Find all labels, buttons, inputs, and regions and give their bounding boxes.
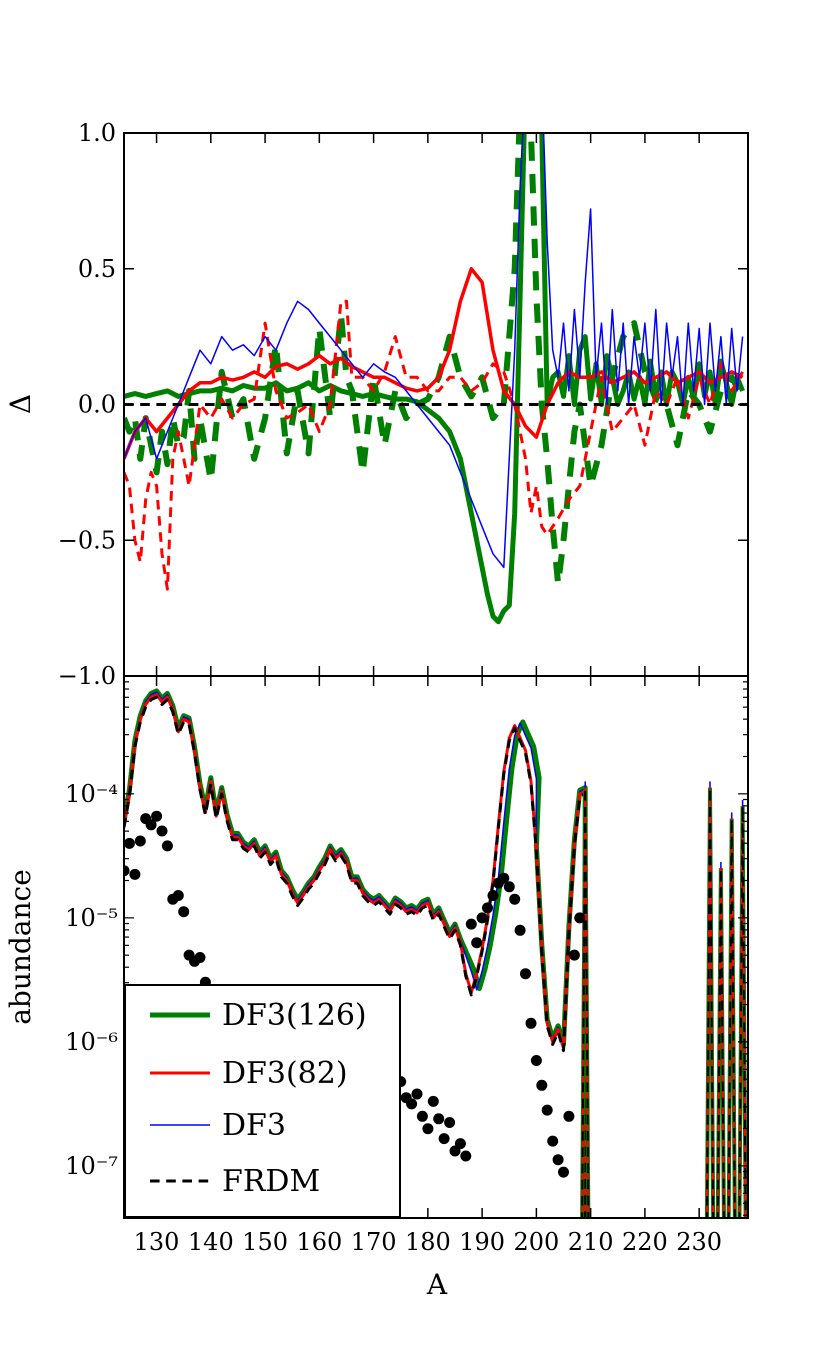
bottom-y-tick-label: 10⁻⁴: [65, 780, 118, 808]
bottom-panel-frame: [123, 675, 749, 1219]
scatter-point: [574, 912, 586, 924]
bottom-spike: [727, 818, 736, 1218]
bottom-x-tick-label: 210: [568, 1228, 614, 1256]
bottom-y-axis-title: abundance: [4, 869, 37, 1025]
scatter-point: [471, 937, 483, 949]
legend-label-df3: DF3: [222, 1108, 286, 1143]
top-series-4: [124, 133, 744, 569]
bottom-x-tick-label: 230: [676, 1228, 722, 1256]
scatter-point: [547, 1135, 559, 1147]
top-y-tick-label: 1.0: [78, 119, 116, 147]
legend-label-df3-126: DF3(126): [222, 998, 367, 1033]
scatter-point: [433, 1113, 445, 1125]
top-y-tick-label: 0.5: [78, 255, 116, 283]
top-y-tick-label: −0.5: [58, 526, 116, 554]
bottom-curve-frdm: [124, 695, 587, 1218]
scatter-point: [124, 865, 130, 877]
scatter-point: [476, 912, 488, 924]
scatter-point: [422, 1123, 434, 1135]
scatter-point: [454, 1138, 466, 1150]
bottom-series-layer: [124, 688, 748, 1218]
top-y-axis-title: Δ: [4, 394, 37, 414]
scatter-point: [156, 825, 168, 837]
scatter-point: [536, 1079, 548, 1091]
bottom-x-tick-label: 130: [134, 1228, 180, 1256]
scatter-point: [151, 810, 163, 822]
bottom-x-tick-label: 220: [622, 1228, 668, 1256]
bottom-spike: [705, 787, 715, 1218]
scatter-point: [520, 968, 531, 980]
scatter-point: [552, 1154, 564, 1166]
scatter-point: [411, 1088, 423, 1100]
legend-label-frdm: FRDM: [222, 1164, 320, 1199]
bottom-x-tick-label: 170: [351, 1228, 397, 1256]
scatter-point: [530, 1055, 542, 1066]
bottom-x-tick-label: 180: [405, 1228, 451, 1256]
legend: DF3(126) DF3(82) DF3 FRDM: [124, 984, 401, 1218]
scatter-point: [124, 837, 135, 849]
scatter-point: [161, 840, 173, 852]
scatter-point: [178, 906, 190, 918]
bottom-x-tick-label: 140: [188, 1228, 234, 1256]
scatter-point: [427, 1095, 439, 1107]
top-series-1: [124, 133, 746, 587]
bottom-y-tick-label: 10⁻⁵: [65, 904, 118, 932]
scatter-point: [172, 890, 184, 901]
scatter-point: [498, 872, 510, 884]
scatter-point: [145, 819, 157, 831]
scatter-point: [509, 893, 521, 905]
scatter-point: [482, 902, 493, 914]
scatter-point: [406, 1098, 418, 1110]
bottom-y-tick-label: 10⁻⁶: [65, 1028, 118, 1056]
top-y-tick-label: 0.0: [78, 391, 116, 419]
scatter-point: [460, 1150, 472, 1162]
scatter-point: [558, 1166, 569, 1178]
scatter-point: [525, 1017, 537, 1029]
scatter-point: [444, 1117, 456, 1128]
scatter-point: [487, 890, 499, 901]
bottom-x-tick-label: 200: [513, 1228, 559, 1256]
legend-box: [124, 984, 401, 1218]
scatter-point: [416, 1110, 428, 1122]
bottom-y-tick-label: 10⁻⁷: [65, 1152, 118, 1180]
x-axis-title: A: [426, 1268, 448, 1301]
top-series-3: [124, 299, 744, 591]
scatter-point: [134, 835, 146, 847]
legend-label-df3-82: DF3(82): [222, 1056, 348, 1091]
scatter-point: [503, 881, 515, 893]
bottom-x-tick-label: 160: [296, 1228, 342, 1256]
scatter-point: [568, 949, 580, 961]
scatter-point: [563, 1110, 575, 1122]
top-series-layer: [124, 133, 748, 625]
bottom-x-tick-label: 190: [459, 1228, 505, 1256]
bottom-x-tick-label: 150: [242, 1228, 288, 1256]
scatter-point: [514, 924, 526, 936]
scatter-point: [438, 1133, 450, 1145]
top-y-tick-label: −1.0: [58, 662, 116, 690]
bottom-spike: [581, 787, 590, 1218]
tick-layer: 1.0 0.5 0.0 −0.5 −1.0 130 140 150 160 170 180 190 20…: [58, 119, 748, 1256]
scatter-point: [465, 918, 477, 930]
bottom-spike: [738, 806, 747, 1218]
bottom-spike: [716, 868, 725, 1218]
scatter-point: [129, 868, 141, 880]
scatter-point: [541, 1104, 553, 1116]
scatter-point: [194, 952, 206, 963]
